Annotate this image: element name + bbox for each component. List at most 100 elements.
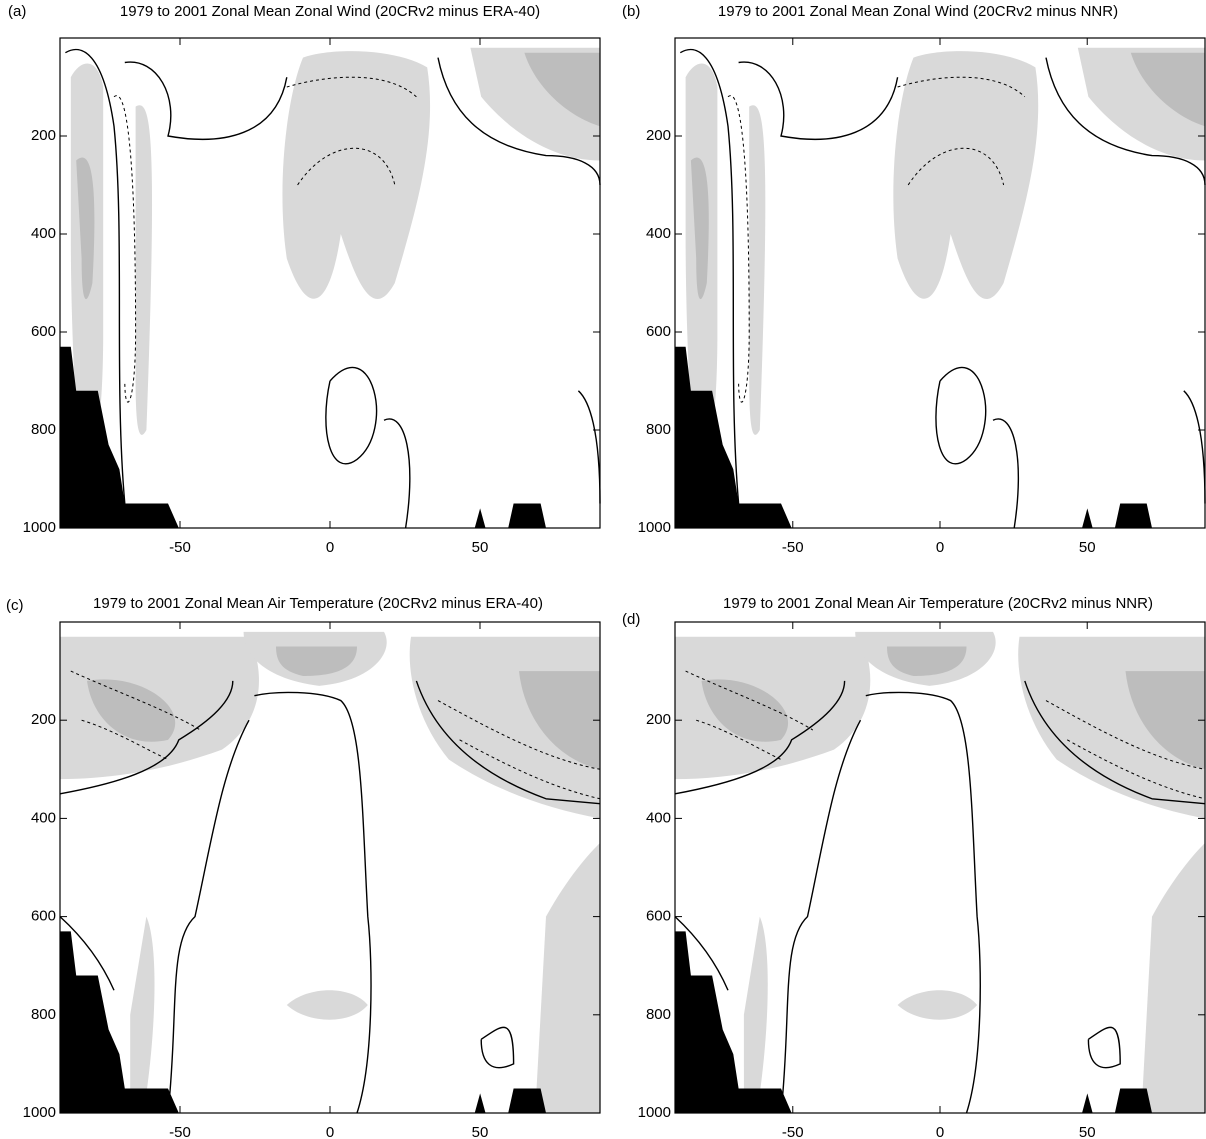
y-tick-label: 800 xyxy=(646,1006,671,1023)
contour-line xyxy=(60,917,114,991)
chart-title: 1979 to 2001 Zonal Mean Zonal Wind (20CR… xyxy=(120,3,540,20)
shaded-region xyxy=(76,157,95,300)
contour-line xyxy=(1025,681,1205,804)
shaded-region xyxy=(893,51,1039,300)
shaded-region xyxy=(690,157,709,300)
x-tick-label: -50 xyxy=(782,1124,804,1139)
y-tick-label: 1000 xyxy=(638,1104,671,1121)
x-tick-label: 0 xyxy=(326,539,334,556)
shaded-region xyxy=(282,51,431,300)
x-tick-label: 0 xyxy=(326,1124,334,1139)
contour-line xyxy=(460,740,600,799)
panel: (b) 1979 to 2001 Zonal Mean Zonal Wind (2… xyxy=(622,3,1205,556)
x-tick-label: -50 xyxy=(169,1124,191,1139)
shaded-region xyxy=(276,646,357,677)
contour-line xyxy=(936,368,986,464)
terrain-mask xyxy=(60,346,546,528)
shaded-region xyxy=(887,646,967,677)
contour-field xyxy=(675,48,1205,528)
contour-line xyxy=(1067,740,1205,799)
shaded-region xyxy=(743,916,768,1094)
y-tick-label: 1000 xyxy=(638,519,671,536)
shaded-region xyxy=(749,105,766,435)
contour-line xyxy=(1088,1027,1120,1067)
contour-line xyxy=(125,62,287,139)
y-tick-label: 400 xyxy=(646,809,671,826)
contour-line xyxy=(908,148,1003,185)
contour-line xyxy=(65,50,124,504)
x-tick-label: 50 xyxy=(472,539,489,556)
y-tick-label: 600 xyxy=(646,323,671,340)
contour-line xyxy=(298,148,395,185)
contour-line xyxy=(168,720,249,1113)
contour-line xyxy=(71,671,201,730)
panel: (d) 1979 to 2001 Zonal Mean Air Temperatu… xyxy=(622,595,1205,1139)
panel-label: (c) xyxy=(6,597,24,614)
contour-line xyxy=(1046,58,1205,185)
contour-line xyxy=(481,1027,513,1067)
contour-line xyxy=(1184,391,1205,504)
contour-line xyxy=(675,917,728,991)
terrain-mask xyxy=(60,931,546,1113)
y-tick-label: 200 xyxy=(646,127,671,144)
panel-label: (b) xyxy=(622,3,640,20)
contour-line xyxy=(728,96,749,403)
shaded-region xyxy=(519,671,600,770)
x-tick-label: 50 xyxy=(1079,1124,1096,1139)
chart-title: 1979 to 2001 Zonal Mean Air Temperature … xyxy=(723,595,1153,612)
shaded-region xyxy=(87,679,176,742)
contour-field xyxy=(675,631,1205,1113)
chart-title: 1979 to 2001 Zonal Mean Zonal Wind (20CR… xyxy=(718,3,1118,20)
contour-line xyxy=(739,62,898,139)
contour-line xyxy=(686,671,813,730)
contour-field xyxy=(60,631,600,1113)
y-tick-label: 200 xyxy=(31,127,56,144)
panel-label: (a) xyxy=(8,3,26,20)
y-tick-label: 1000 xyxy=(23,1104,56,1121)
shaded-region xyxy=(135,105,153,435)
x-tick-label: 0 xyxy=(936,539,944,556)
y-tick-label: 1000 xyxy=(23,519,56,536)
contour-line xyxy=(680,50,738,504)
contour-line xyxy=(578,391,600,504)
contour-line xyxy=(416,681,600,804)
y-tick-label: 600 xyxy=(31,908,56,925)
y-tick-label: 200 xyxy=(646,711,671,728)
shaded-region xyxy=(701,679,789,742)
contour-line xyxy=(866,692,980,1113)
contour-field xyxy=(60,48,600,528)
contour-line xyxy=(781,720,861,1113)
y-tick-label: 600 xyxy=(646,908,671,925)
y-tick-label: 600 xyxy=(31,323,56,340)
x-tick-label: -50 xyxy=(169,539,191,556)
y-tick-label: 400 xyxy=(31,809,56,826)
contour-line xyxy=(696,720,781,759)
y-tick-label: 800 xyxy=(31,1006,56,1023)
shaded-region xyxy=(1130,52,1205,127)
panel-label: (d) xyxy=(622,611,640,628)
contour-line xyxy=(898,77,1025,97)
shaded-region xyxy=(1125,671,1205,770)
chart-title: 1979 to 2001 Zonal Mean Air Temperature … xyxy=(93,595,543,612)
x-tick-label: -50 xyxy=(782,539,804,556)
terrain-mask xyxy=(675,346,1152,528)
contour-line xyxy=(384,419,410,528)
contour-line xyxy=(326,368,377,464)
shaded-region xyxy=(130,916,155,1094)
contour-line xyxy=(675,681,845,794)
y-tick-label: 400 xyxy=(31,225,56,242)
shaded-region xyxy=(897,990,978,1020)
contour-line xyxy=(60,681,233,794)
y-tick-label: 400 xyxy=(646,225,671,242)
contour-line xyxy=(438,701,600,770)
x-tick-label: 50 xyxy=(472,1124,489,1139)
contour-line xyxy=(114,96,136,403)
shaded-region xyxy=(1141,842,1205,1113)
panel: (c) 1979 to 2001 Zonal Mean Air Temperatu… xyxy=(6,595,600,1139)
x-tick-label: 50 xyxy=(1079,539,1096,556)
x-tick-label: 0 xyxy=(936,1124,944,1139)
contour-line xyxy=(993,419,1018,528)
contour-line xyxy=(287,77,417,97)
contour-line xyxy=(438,58,600,185)
